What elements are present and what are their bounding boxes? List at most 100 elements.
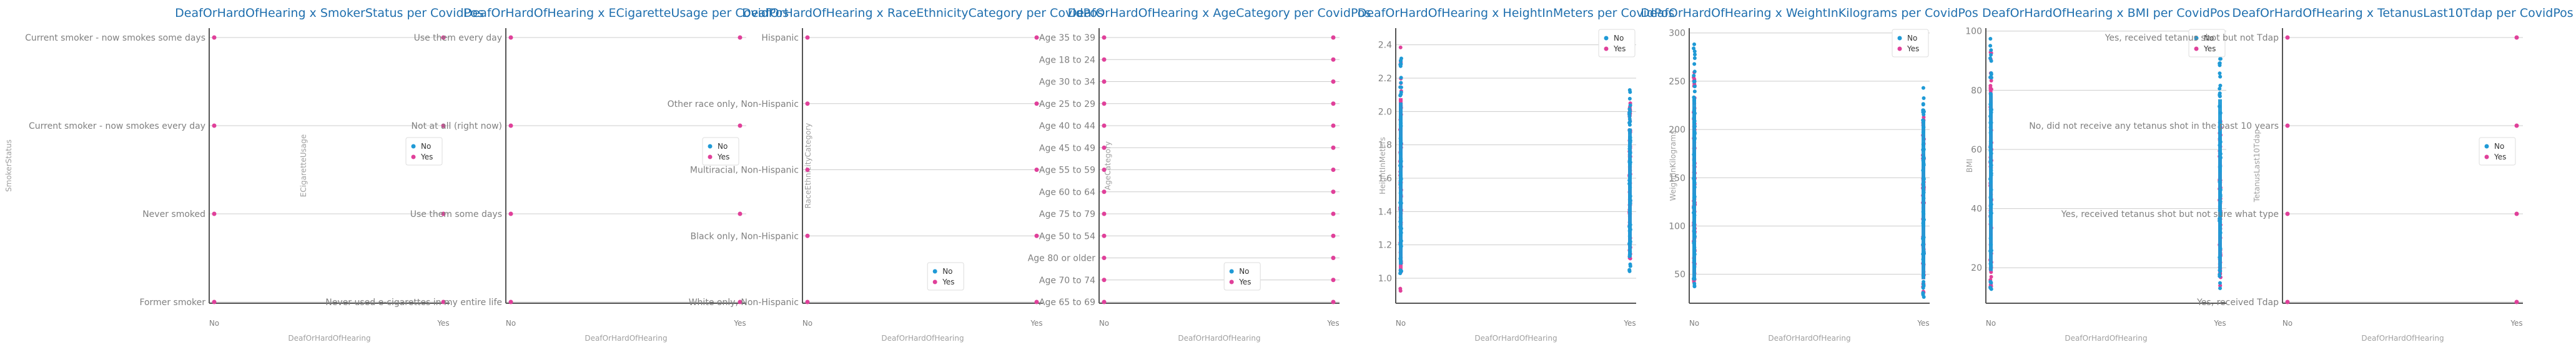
data-point [1988,102,1993,106]
data-point [1921,181,1925,186]
data-point [1989,164,1993,169]
y-tick-label: Never smoked [142,209,205,219]
data-point [2218,125,2222,129]
data-point [1398,171,1403,176]
data-point [1102,79,1107,84]
data-point [1989,48,1993,53]
y-tick-label: Age 30 to 34 [1039,78,1095,88]
data-point [1989,270,1993,274]
x-tick-label: No [802,319,812,328]
data-point [2218,224,2223,229]
data-point [1989,72,1993,76]
x-tick-label: Yes [1623,319,1636,328]
data-point [1628,103,1632,108]
data-point [2218,140,2223,144]
point-band [1628,128,1632,257]
legend-entry: Yes [942,278,954,286]
data-point [1692,89,1697,94]
chart-title: DeafOrHardOfHearing x AgeCategory per Co… [1068,6,1371,20]
data-point [1102,123,1107,128]
data-point [1692,242,1697,246]
x-tick-label: Yes [1326,319,1339,328]
data-point [2218,179,2222,184]
data-point [1034,299,1039,304]
data-point [1398,243,1403,247]
data-point [1398,118,1403,122]
legend-entry: No [421,142,431,151]
data-point [1988,145,1993,149]
data-point [1692,49,1697,54]
y-axis-label: ECigaretteUsage [299,134,308,198]
data-point [1331,168,1336,172]
data-point [1988,214,1993,219]
legend-entry: Yes [420,153,433,161]
data-point [1627,158,1632,163]
data-point [1627,128,1632,133]
data-point [1692,196,1696,200]
data-point [508,211,513,216]
data-point [1692,69,1697,74]
data-point [1398,136,1403,141]
data-point [1627,144,1632,149]
data-point [1399,159,1403,164]
data-point [2218,63,2222,68]
data-point [1102,189,1107,194]
data-point [1692,211,1696,215]
data-point [805,168,810,172]
data-point [2285,299,2290,304]
data-point [1628,264,1632,268]
data-point [1692,95,1696,99]
data-point [1627,224,1632,229]
data-point [212,123,217,128]
data-point [738,35,743,40]
y-tick-label: Black only, Non-Hispanic [691,231,799,241]
data-point [2218,152,2223,156]
data-point [1399,239,1403,243]
data-point [1922,125,1926,129]
data-point [1331,189,1336,194]
y-tick-label: Other race only, Non-Hispanic [668,99,799,109]
data-point [1921,291,1925,296]
x-axis-label: DeafOrHardOfHearing [2065,334,2147,343]
data-point [2218,86,2222,91]
data-point [441,211,446,216]
data-point [805,299,810,304]
data-point [1989,203,1993,207]
data-point [1989,287,1993,291]
data-point [1921,260,1925,264]
legend-entry: Yes [1613,44,1626,53]
data-point [1692,185,1697,189]
panel-1: DeafOrHardOfHearing x SmokerStatus per C… [4,6,484,343]
data-point [1102,278,1107,283]
data-point [1628,140,1632,144]
data-point [212,211,217,216]
y-tick-label: Age 25 to 29 [1039,99,1095,109]
y-tick-label: 40 [1971,204,1982,214]
panel-3: DeafOrHardOfHearing x RaceEthnicityCateg… [668,6,1103,343]
legend-entry: No [942,267,952,276]
y-tick-label: Age 65 to 69 [1039,298,1095,308]
data-point [1692,79,1696,84]
data-point [1988,180,1993,184]
y-axis-label: RaceEthnicityCategory [804,123,812,209]
y-tick-label: Age 35 to 39 [1039,33,1095,43]
y-tick-label: Use them some days [410,209,502,219]
data-point [1988,159,1993,164]
data-point [738,123,743,128]
data-point [1922,196,1926,201]
y-tick-label: 100 [1669,221,1685,231]
data-point [1692,116,1696,120]
data-point [1692,216,1697,220]
point-column [1398,56,1403,276]
data-point [738,299,743,304]
data-point [1692,158,1696,163]
data-point [1399,141,1403,145]
y-tick-label: Current smoker - now smokes every day [29,121,205,131]
y-axis-label: SmokerStatus [4,139,13,192]
y-tick-label: No, did not receive any tetanus shot in … [2029,121,2279,131]
data-point [2514,35,2519,40]
x-tick-label: Yes [1030,319,1042,328]
y-tick-label: Multiracial, Non-Hispanic [690,166,799,176]
